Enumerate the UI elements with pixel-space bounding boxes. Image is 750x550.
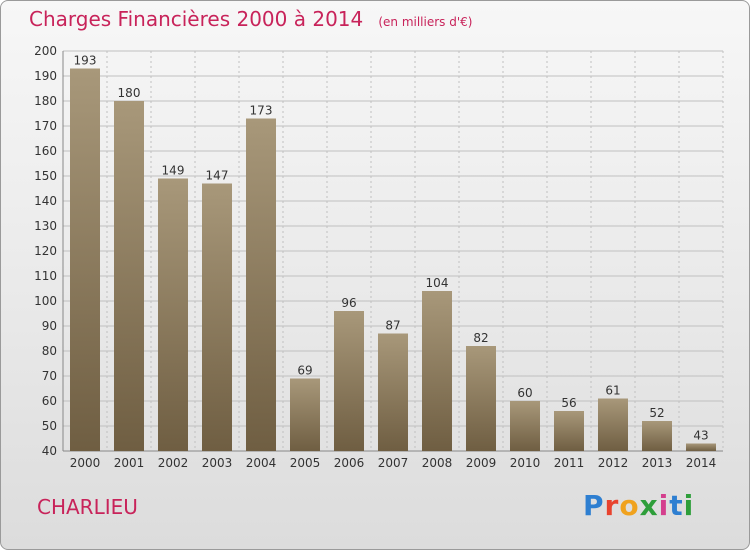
x-tick-label: 2002 — [158, 456, 189, 470]
bar-2000 — [70, 68, 100, 451]
data-label: 69 — [297, 364, 312, 378]
y-tick-label: 180 — [34, 94, 57, 108]
logo-letter: P — [583, 489, 605, 522]
data-label: 104 — [426, 276, 449, 290]
x-tick-label: 2007 — [378, 456, 409, 470]
bar-2003 — [202, 183, 232, 451]
bar-2011 — [554, 411, 584, 451]
y-tick-label: 110 — [34, 269, 57, 283]
data-label: 61 — [605, 384, 620, 398]
x-tick-label: 2004 — [246, 456, 277, 470]
bar-2001 — [114, 101, 144, 451]
data-label: 87 — [385, 319, 400, 333]
bar-2013 — [642, 421, 672, 451]
y-tick-label: 130 — [34, 219, 57, 233]
logo-letter: t — [669, 489, 684, 522]
y-tick-label: 170 — [34, 119, 57, 133]
bar-2014 — [686, 443, 716, 451]
bar-2010 — [510, 401, 540, 451]
data-label: 60 — [517, 386, 532, 400]
y-tick-label: 200 — [34, 44, 57, 58]
chart-subtitle: (en milliers d'€) — [378, 15, 473, 29]
y-tick-label: 120 — [34, 244, 57, 258]
logo-letter: r — [604, 489, 620, 522]
x-tick-label: 2009 — [466, 456, 497, 470]
y-tick-label: 140 — [34, 194, 57, 208]
x-tick-label: 2011 — [554, 456, 585, 470]
y-tick-label: 160 — [34, 144, 57, 158]
data-label: 43 — [693, 429, 708, 443]
y-tick-label: 40 — [42, 444, 57, 458]
bar-2006 — [334, 311, 364, 451]
bar-2012 — [598, 398, 628, 451]
data-label: 173 — [250, 104, 273, 118]
title-line: Charges Financières 2000 à 2014 (en mill… — [29, 7, 472, 31]
data-label: 52 — [649, 406, 664, 420]
bar-layer — [70, 68, 716, 451]
y-tick-label: 80 — [42, 344, 57, 358]
y-tick-label: 190 — [34, 69, 57, 83]
x-tick-label: 2008 — [422, 456, 453, 470]
chart-title: Charges Financières 2000 à 2014 — [29, 7, 364, 31]
bar-2004 — [246, 118, 276, 451]
logo-letter: i — [658, 489, 670, 522]
y-tick-label: 60 — [42, 394, 57, 408]
data-label: 180 — [118, 86, 141, 100]
x-tick-label: 2010 — [510, 456, 541, 470]
x-tick-label: 2001 — [114, 456, 145, 470]
x-tick-label: 2014 — [686, 456, 717, 470]
bar-2002 — [158, 178, 188, 451]
y-tick-label: 150 — [34, 169, 57, 183]
x-tick-label: 2006 — [334, 456, 365, 470]
data-label: 147 — [206, 169, 229, 183]
data-label: 82 — [473, 331, 488, 345]
bar-2005 — [290, 378, 320, 451]
data-label: 149 — [162, 164, 185, 178]
y-tick-label: 100 — [34, 294, 57, 308]
bar-2007 — [378, 333, 408, 451]
data-label: 96 — [341, 296, 356, 310]
logo-letter: i — [683, 489, 695, 522]
y-tick-label: 70 — [42, 369, 57, 383]
x-tick-label: 2003 — [202, 456, 233, 470]
bar-2008 — [422, 291, 452, 451]
x-tick-label: 2013 — [642, 456, 673, 470]
x-tick-label: 2005 — [290, 456, 321, 470]
x-tick-label: 2012 — [598, 456, 629, 470]
y-tick-label: 50 — [42, 419, 57, 433]
x-tick-label: 2000 — [70, 456, 101, 470]
y-tick-label: 90 — [42, 319, 57, 333]
bar-2009 — [466, 346, 496, 451]
label-layer: 193 2000 180 2001 149 2002 147 2003 173 2004 69 200… — [70, 54, 717, 471]
logo-letter: x — [639, 489, 659, 522]
data-label: 56 — [561, 396, 576, 410]
data-label: 193 — [74, 54, 97, 68]
proxiti-logo[interactable]: Proxiti — [583, 489, 694, 522]
commune-name: CHARLIEU — [37, 495, 138, 519]
logo-letter: o — [619, 489, 640, 522]
